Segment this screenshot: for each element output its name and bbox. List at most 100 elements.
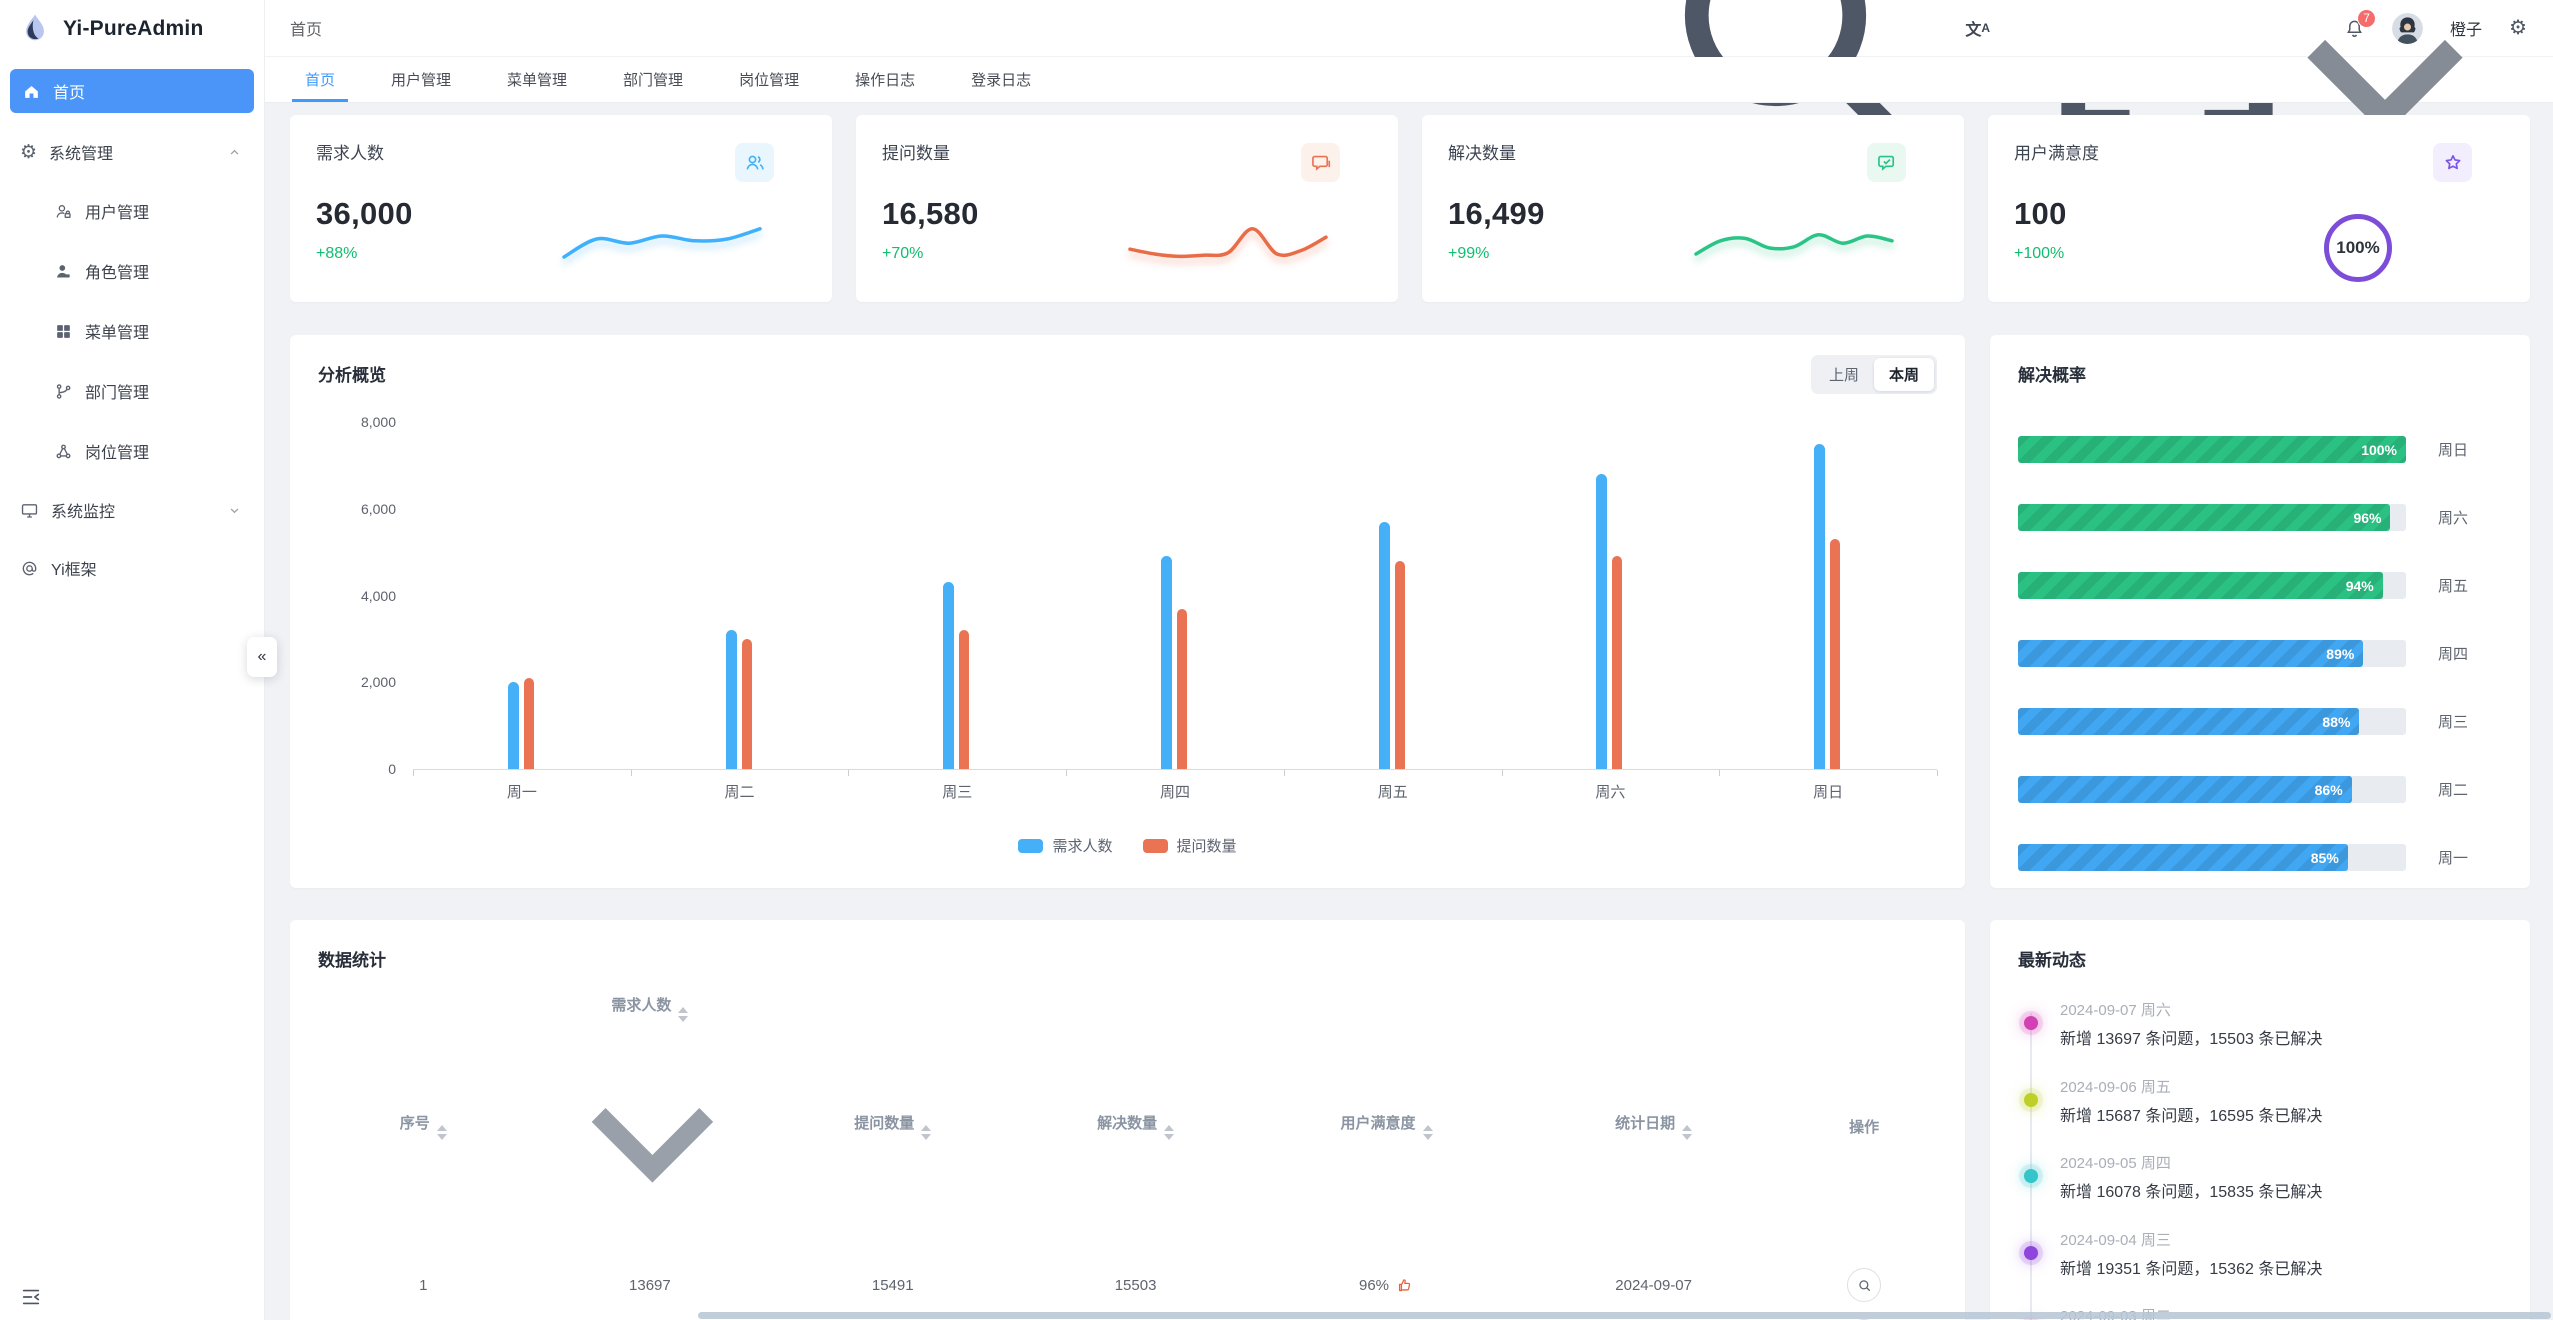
sidebar-item-部门管理[interactable]: 部门管理 xyxy=(0,361,264,421)
sidebar-item-label: 首页 xyxy=(53,85,86,102)
tab-用户管理[interactable]: 用户管理 xyxy=(391,72,452,89)
probability-track: 85% xyxy=(2018,844,2406,871)
stat-card-icon-box xyxy=(735,143,774,182)
tab-部门管理[interactable]: 部门管理 xyxy=(623,72,684,89)
timeline-dot xyxy=(2024,1245,2038,1260)
probability-track: 94% xyxy=(2018,572,2406,599)
sort-caret-icon[interactable] xyxy=(921,1125,932,1141)
notification-bell[interactable]: 7 xyxy=(2344,8,2377,39)
table-header-label: 用户满意度 xyxy=(1340,1115,1416,1133)
chevron-down-icon xyxy=(535,1022,770,1257)
table-header-操作: 操作 xyxy=(1791,993,1937,1260)
probability-row-周五: 94% 周五 xyxy=(2018,572,2502,599)
satisfaction-ring: 100% xyxy=(2324,214,2392,282)
x-axis-tick xyxy=(848,770,850,776)
horizontal-scrollbar[interactable] xyxy=(698,1312,2551,1319)
tab-岗位管理[interactable]: 岗位管理 xyxy=(739,72,800,89)
probability-track: 96% xyxy=(2018,504,2406,531)
app-logo[interactable]: Yi-PureAdmin xyxy=(0,0,264,57)
user-fill-icon xyxy=(54,262,73,281)
news-title: 最新动态 xyxy=(2018,951,2086,970)
branch-icon xyxy=(54,382,73,401)
x-axis-tick xyxy=(413,770,414,776)
analysis-overview-card: 分析概览 上周 本周 0 2,000 4,000 6,000 8,000 周一 周二 周三 周四 周… xyxy=(290,335,1965,888)
news-timeline: 2024-09-07 周六 新增 13697 条问题，15503 条已解决 2024… xyxy=(2018,999,2502,1320)
table-header-序号[interactable]: 序号 xyxy=(318,993,528,1260)
notification-badge: 7 xyxy=(2357,8,2377,28)
sidebar-item-首页[interactable]: 首页 xyxy=(10,69,254,113)
sidebar-item-label: 岗位管理 xyxy=(85,445,150,462)
probability-fill-周二: 86% xyxy=(2018,776,2352,803)
stat-card-delta: +70% xyxy=(882,245,924,262)
x-axis-category-label: 周一 xyxy=(506,784,537,801)
share-icon xyxy=(54,442,73,461)
toggle-本周[interactable]: 本周 xyxy=(1873,358,1934,391)
stat-card-需求人数: 需求人数 36,000 +88% xyxy=(290,115,832,302)
probability-row-周四: 89% 周四 xyxy=(2018,640,2502,667)
sidebar-item-岗位管理[interactable]: 岗位管理 xyxy=(0,421,264,481)
timeline-date: 2024-09-07 周六 xyxy=(2060,1002,2171,1019)
probability-row-周二: 86% 周二 xyxy=(2018,776,2502,803)
timeline-date: 2024-09-06 周五 xyxy=(2060,1078,2171,1096)
x-axis-tick xyxy=(1719,770,1721,776)
probability-row-周三: 88% 周三 xyxy=(2018,708,2502,735)
stat-card-title: 需求人数 xyxy=(316,144,384,163)
table-cell: 1 xyxy=(419,1276,428,1294)
sort-caret-icon[interactable] xyxy=(1164,1125,1175,1141)
breadcrumb[interactable]: 首页 xyxy=(290,22,323,39)
legend-item-需求人数[interactable]: 需求人数 xyxy=(1018,835,1113,856)
probability-day-label: 周五 xyxy=(2438,578,2469,595)
sort-caret-icon[interactable] xyxy=(1422,1125,1433,1141)
probability-card: 解决概率 100% 周日 96% 周六 94% 周五 89% 周四 88% 周三 86% 周二 85% 周… xyxy=(1990,335,2530,888)
row-view-button[interactable] xyxy=(1847,1268,1882,1303)
tab-首页[interactable]: 首页 xyxy=(288,57,352,102)
table-header-需求人数[interactable]: 需求人数 xyxy=(528,993,771,1260)
bar-提问数量-周二 xyxy=(741,638,752,769)
bar-提问数量-周日 xyxy=(1830,539,1841,769)
probability-track: 100% xyxy=(2018,436,2406,463)
analysis-title: 分析概览 xyxy=(318,366,386,385)
sidebar-item-label: 系统监控 xyxy=(51,504,116,521)
table-header-统计日期[interactable]: 统计日期 xyxy=(1516,993,1791,1260)
stat-card-sparkline xyxy=(1122,204,1334,280)
username[interactable]: 橙子 xyxy=(2450,22,2483,39)
bar-需求人数-周一 xyxy=(507,682,519,769)
sort-caret-icon[interactable] xyxy=(1682,1125,1693,1141)
table-title: 数据统计 xyxy=(318,951,386,970)
menu-fold-icon[interactable] xyxy=(20,1286,42,1308)
probability-row-周六: 96% 周六 xyxy=(2018,504,2502,531)
week-toggle: 上周 本周 xyxy=(1810,355,1937,394)
settings-gear-icon[interactable]: ⚙ xyxy=(2509,17,2527,39)
timeline-dot xyxy=(2024,1016,2038,1030)
column-filter-chevron-icon[interactable] xyxy=(535,1022,770,1257)
sidebar-item-系统监控[interactable]: 系统监控 xyxy=(0,481,264,539)
tags-view-bar: 首页 用户管理 菜单管理 部门管理 岗位管理 操作日志 登录日志 xyxy=(265,39,2553,135)
tab-操作日志[interactable]: 操作日志 xyxy=(855,72,916,89)
legend-item-提问数量[interactable]: 提问数量 xyxy=(1142,835,1237,856)
x-axis-category-label: 周六 xyxy=(1595,784,1626,801)
bar-需求人数-周四 xyxy=(1161,556,1172,769)
table-header-解决数量[interactable]: 解决数量 xyxy=(1014,993,1257,1260)
sidebar-item-label: Yi框架 xyxy=(51,562,97,579)
stat-card-提问数量: 提问数量 16,580 +70% xyxy=(856,115,1398,302)
sidebar-item-角色管理[interactable]: 角色管理 xyxy=(0,241,264,301)
stat-card-value: 100 xyxy=(2014,196,2067,231)
sort-caret-icon[interactable] xyxy=(436,1125,447,1141)
satisfaction-value: 96% xyxy=(1359,1276,1390,1294)
sidebar-item-系统管理[interactable]: ⚙ 系统管理 xyxy=(0,123,264,181)
tab-登录日志[interactable]: 登录日志 xyxy=(971,72,1032,89)
sidebar-collapse-handle[interactable]: « xyxy=(247,637,277,677)
probability-day-label: 周六 xyxy=(2438,510,2469,527)
sort-caret-icon[interactable] xyxy=(678,1007,689,1022)
tab-菜单管理[interactable]: 菜单管理 xyxy=(507,72,568,89)
sidebar-item-菜单管理[interactable]: 菜单管理 xyxy=(0,301,264,361)
sidebar-item-用户管理[interactable]: 用户管理 xyxy=(0,181,264,241)
table-header-用户满意度[interactable]: 用户满意度 xyxy=(1257,993,1516,1260)
avatar[interactable] xyxy=(2392,12,2424,44)
stat-card-delta: +88% xyxy=(316,245,358,262)
sidebar-item-Yi框架[interactable]: Yi框架 xyxy=(0,539,264,597)
table-header-提问数量[interactable]: 提问数量 xyxy=(771,993,1014,1260)
toggle-上周[interactable]: 上周 xyxy=(1814,358,1874,391)
probability-day-label: 周二 xyxy=(2438,782,2469,799)
